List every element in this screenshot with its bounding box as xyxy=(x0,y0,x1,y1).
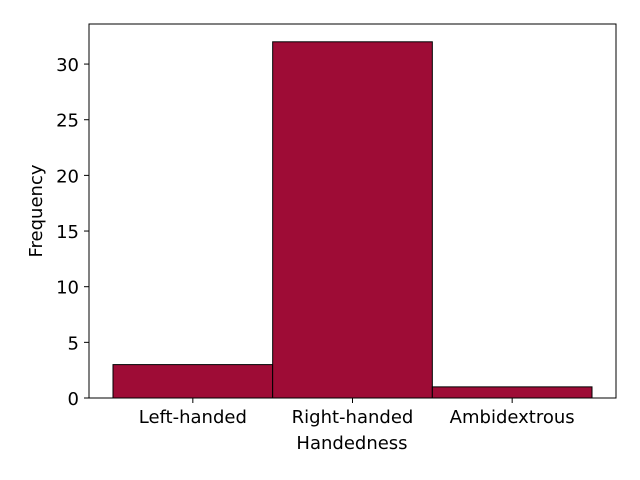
y-axis-label: Frequency xyxy=(26,164,47,257)
y-tick-label: 15 xyxy=(56,222,79,243)
x-tick-label: Left-handed xyxy=(139,407,247,428)
x-axis-label: Handedness xyxy=(296,433,407,454)
x-tick-label: Ambidextrous xyxy=(450,407,575,428)
bars-group xyxy=(112,41,593,399)
y-tick-label: 30 xyxy=(56,55,79,76)
bar-ambidextrous xyxy=(431,386,593,399)
y-tick-label: 20 xyxy=(56,166,79,187)
x-tick-label: Right-handed xyxy=(292,407,414,428)
y-tick-label: 0 xyxy=(68,389,79,410)
y-tick-label: 25 xyxy=(56,111,79,132)
y-tick-label: 5 xyxy=(68,333,79,354)
bar-left-handed xyxy=(112,364,274,399)
bar-right-handed xyxy=(272,41,433,399)
y-axis-ticks: 0 5 10 15 20 25 30 xyxy=(56,55,89,410)
x-axis-ticks: Left-handed Right-handed Ambidextrous xyxy=(139,398,575,428)
y-tick-label: 10 xyxy=(56,278,79,299)
